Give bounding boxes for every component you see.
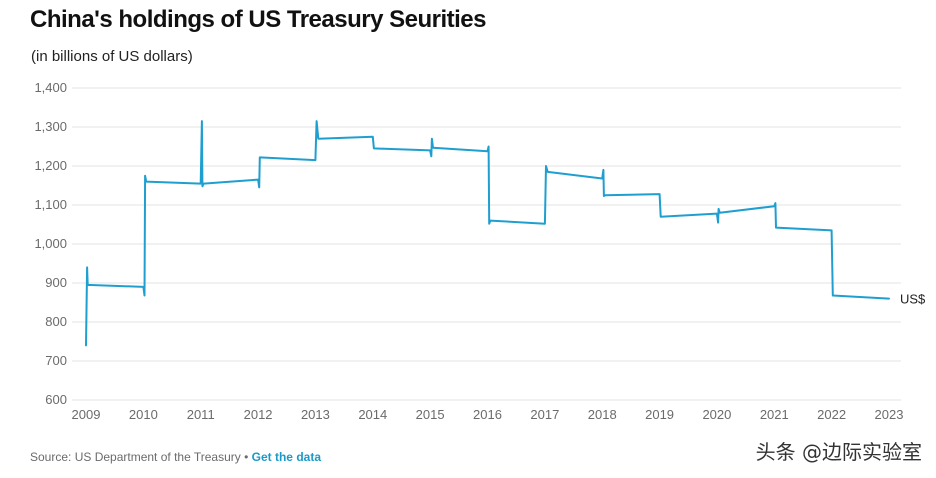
chart-title: China's holdings of US Treasury Seuritie… <box>30 6 486 33</box>
x-tick-label: 2016 <box>473 407 502 422</box>
x-tick-label: 2011 <box>187 407 215 422</box>
series-group: US$ <box>85 120 926 347</box>
x-tick-label: 2010 <box>129 407 158 422</box>
series-label: US$ <box>900 292 926 307</box>
y-tick-label: 1,200 <box>34 158 67 173</box>
x-tick-label: 2020 <box>702 407 731 422</box>
x-tick-label: 2022 <box>817 407 846 422</box>
series-line <box>85 120 890 347</box>
x-tick-label: 2018 <box>588 407 617 422</box>
x-tick-label: 2012 <box>244 407 273 422</box>
watermark: 头条 @边际实验室 <box>755 440 922 464</box>
y-tick-label: 1,300 <box>34 119 67 134</box>
x-axis-ticks: 2009 2010 2011 2012 2013 2014 2015 2016 2017 2018… <box>72 407 904 422</box>
y-tick-label: 800 <box>45 314 67 329</box>
y-tick-label: 700 <box>45 353 67 368</box>
source-text: Source: US Department of the Treasury • <box>30 450 252 464</box>
footer: Source: US Department of the Treasury • … <box>30 450 321 464</box>
y-tick-label: 1,400 <box>34 80 67 95</box>
y-axis-ticks: 600 700 800 900 1,000 1,100 1,200 1,300 1,400 <box>34 80 67 407</box>
x-tick-label: 2021 <box>760 407 789 422</box>
y-tick-label: 1,100 <box>34 197 67 212</box>
x-tick-label: 2014 <box>358 407 387 422</box>
x-tick-label: 2019 <box>645 407 674 422</box>
y-tick-label: 900 <box>45 275 67 290</box>
x-tick-label: 2009 <box>72 407 101 422</box>
x-tick-label: 2017 <box>530 407 559 422</box>
x-tick-label: 2013 <box>301 407 330 422</box>
x-tick-label: 2015 <box>416 407 445 422</box>
chart-subtitle: (in billions of US dollars) <box>31 48 193 65</box>
y-tick-label: 1,000 <box>34 236 67 251</box>
gridlines <box>72 87 901 401</box>
get-the-data-link[interactable]: Get the data <box>251 450 321 464</box>
x-tick-label: 2023 <box>875 407 904 422</box>
y-tick-label: 600 <box>45 392 67 407</box>
